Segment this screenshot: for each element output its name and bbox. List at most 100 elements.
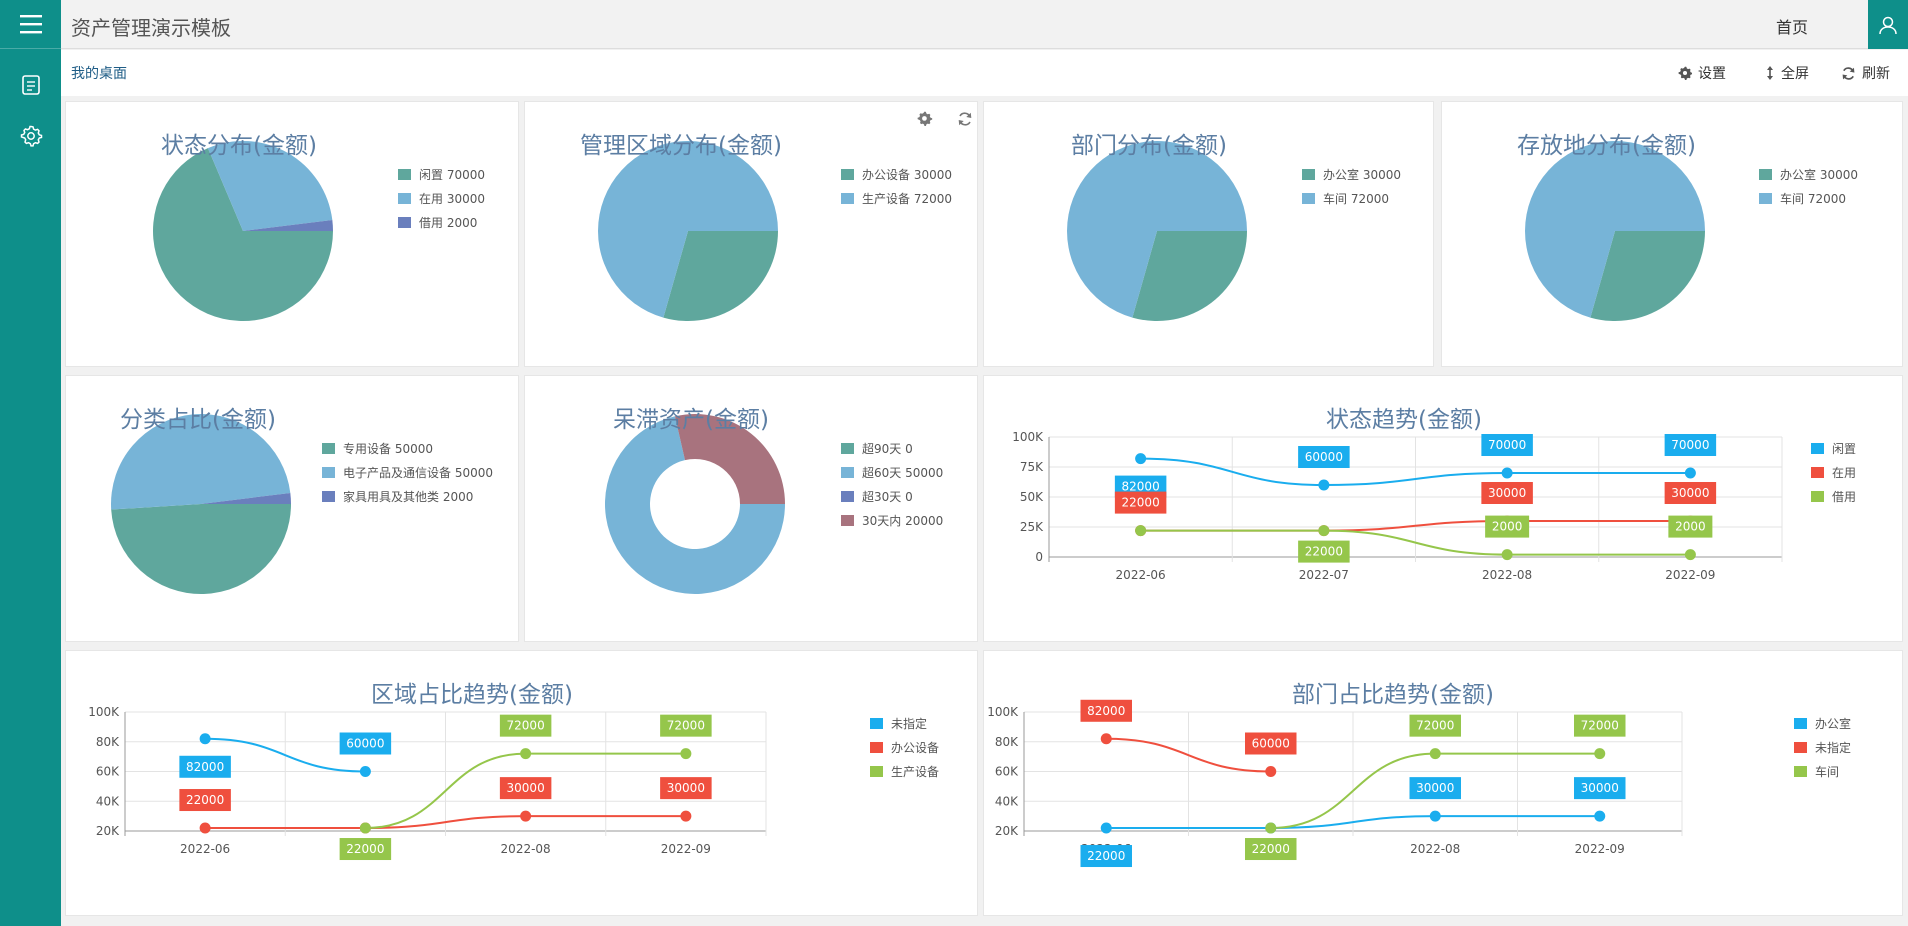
breadcrumb[interactable]: 我的桌面 (71, 66, 127, 82)
legend-item[interactable]: 办公设备 30000 (841, 162, 952, 186)
data-point[interactable] (1135, 453, 1147, 465)
data-label: 30000 (1409, 777, 1461, 800)
menu-toggle-button[interactable] (0, 0, 61, 49)
data-point[interactable] (680, 748, 692, 760)
y-tick-label: 100K (1012, 430, 1044, 444)
legend-item[interactable]: 借用 2000 (398, 210, 485, 234)
panel-settings-button[interactable] (917, 111, 933, 126)
data-point[interactable] (1318, 525, 1330, 537)
pie-slice-车间[interactable] (1525, 140, 1705, 318)
legend-swatch (322, 442, 335, 454)
data-point[interactable] (680, 810, 692, 822)
legend-swatch (841, 514, 854, 526)
data-point[interactable] (359, 766, 371, 777)
legend-item[interactable]: 车间 (1794, 759, 1851, 783)
pie-slice-专用设备[interactable] (111, 504, 291, 594)
legend-item[interactable]: 超30天 0 (841, 484, 943, 508)
legend-item[interactable]: 闲置 70000 (398, 162, 485, 186)
data-point[interactable] (1265, 766, 1277, 777)
legend-swatch (1302, 168, 1315, 180)
legend-item[interactable]: 在用 (1811, 460, 1856, 484)
legend-item[interactable]: 30天内 20000 (841, 508, 943, 532)
panel-tools (917, 111, 972, 126)
legend-item[interactable]: 未指定 (870, 711, 939, 735)
pie-slice-借用[interactable] (243, 219, 333, 231)
data-point[interactable] (1429, 748, 1441, 760)
pie-slice-办公室[interactable] (1132, 231, 1247, 321)
settings-button[interactable]: 设置 (1678, 63, 1726, 83)
legend-item[interactable]: 办公室 30000 (1302, 162, 1401, 186)
pie-slice-电子产品及通信设备[interactable] (111, 414, 291, 510)
legend-item[interactable]: 生产设备 72000 (841, 186, 952, 210)
data-point[interactable] (1100, 822, 1112, 834)
pie-slice-办公室[interactable] (1590, 231, 1705, 321)
legend-item[interactable]: 超90天 0 (841, 436, 943, 460)
legend-item[interactable]: 借用 (1811, 484, 1856, 508)
sidebar-item-settings[interactable] (0, 116, 61, 156)
pie-slice-30天内[interactable] (674, 414, 785, 504)
legend-item[interactable]: 办公室 30000 (1759, 162, 1858, 186)
refresh-button[interactable]: 刷新 (1841, 63, 1890, 83)
svg-text:30000: 30000 (667, 781, 705, 795)
pie-slice-家具用具及其他类[interactable] (201, 492, 291, 504)
data-point[interactable] (199, 822, 211, 834)
pie-slice-超60天[interactable] (605, 416, 785, 594)
data-label: 72000 (499, 714, 552, 737)
x-tick-label: 2022-06 (1116, 568, 1166, 582)
pie-slice-车间[interactable] (1067, 140, 1247, 318)
pie-slice-办公设备[interactable] (663, 231, 778, 321)
data-point[interactable] (1684, 467, 1696, 479)
legend-item[interactable]: 家具用具及其他类 2000 (322, 484, 493, 508)
legend-item[interactable]: 办公室 (1794, 711, 1851, 735)
legend-item[interactable]: 未指定 (1794, 735, 1851, 759)
y-tick-label: 100K (88, 705, 120, 719)
panel-refresh-button[interactable] (958, 112, 972, 126)
data-label: 70000 (1481, 434, 1533, 456)
data-point[interactable] (199, 733, 211, 745)
data-point[interactable] (520, 810, 532, 822)
data-point[interactable] (1684, 549, 1696, 561)
data-point[interactable] (1318, 479, 1330, 491)
legend-swatch (1794, 717, 1807, 729)
pie-chart (1067, 140, 1247, 321)
fullscreen-label: 全屏 (1781, 66, 1809, 82)
legend-swatch (841, 490, 854, 502)
series-line-办公室 (1106, 815, 1600, 830)
data-label: 70000 (1664, 434, 1717, 456)
x-tick-label: 2022-08 (1410, 842, 1460, 856)
legend-item[interactable]: 车间 72000 (1759, 186, 1858, 210)
data-point[interactable] (1135, 525, 1147, 537)
legend-item[interactable]: 办公设备 (870, 735, 939, 759)
fullscreen-button[interactable]: 全屏 (1765, 63, 1809, 83)
data-point[interactable] (1429, 810, 1441, 822)
data-point[interactable] (1501, 549, 1513, 561)
data-point[interactable] (1100, 733, 1112, 745)
data-point[interactable] (1594, 748, 1606, 760)
legend-item[interactable]: 闲置 (1811, 436, 1856, 460)
svg-text:60000: 60000 (346, 737, 384, 751)
home-link[interactable]: 首页 (1776, 18, 1809, 37)
data-label: 82000 (1080, 699, 1132, 722)
legend-label: 在用 30000 (419, 191, 485, 206)
data-point[interactable] (1265, 822, 1277, 834)
legend-item[interactable]: 在用 30000 (398, 186, 485, 210)
svg-text:22000: 22000 (1122, 496, 1160, 510)
pie-slice-闲置[interactable] (153, 148, 333, 321)
chart-panel-department-trend: 20K40K60K80K100K2022-062022-072022-08202… (983, 650, 1903, 916)
legend-item[interactable]: 超60天 50000 (841, 460, 943, 484)
pie-slice-生产设备[interactable] (598, 141, 778, 318)
user-button[interactable] (1868, 0, 1908, 49)
legend-item[interactable]: 生产设备 (870, 759, 939, 783)
data-point[interactable] (1594, 810, 1606, 822)
data-point[interactable] (520, 748, 532, 760)
data-point[interactable] (1501, 467, 1513, 479)
chart-panel-location: 存放地分布(金额) 办公室 30000 车间 72000 (1441, 101, 1903, 367)
legend-item[interactable]: 车间 72000 (1302, 186, 1401, 210)
legend-item[interactable]: 电子产品及通信设备 50000 (322, 460, 493, 484)
data-label: 2000 (1485, 515, 1530, 538)
legend-item[interactable]: 专用设备 50000 (322, 436, 493, 460)
legend-swatch (398, 168, 411, 180)
data-point[interactable] (359, 822, 371, 834)
pie-slice-在用[interactable] (207, 141, 333, 231)
sidebar-item-document[interactable] (0, 65, 61, 105)
